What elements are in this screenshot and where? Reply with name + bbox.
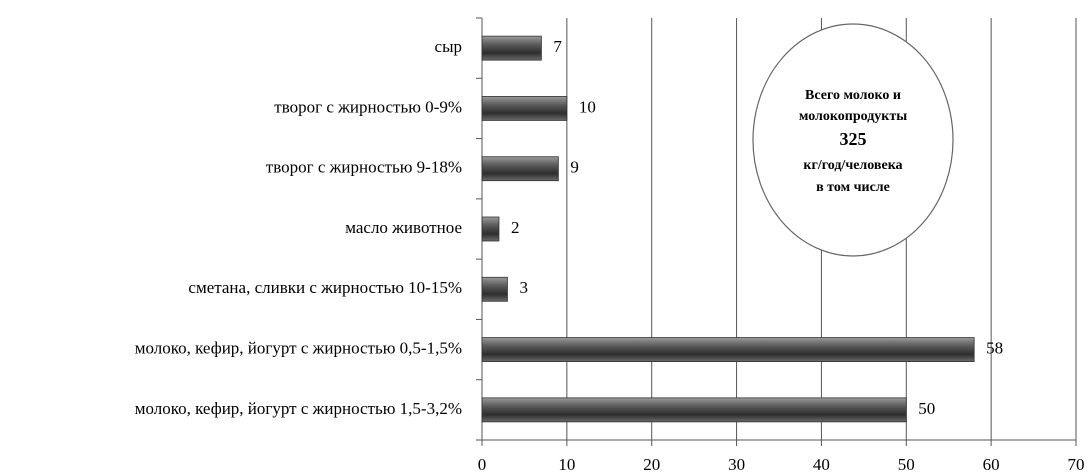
annotation-text: в том числе	[816, 180, 890, 195]
value-label: 58	[986, 338, 1003, 357]
bar	[481, 337, 975, 362]
bar	[481, 156, 559, 182]
annotation-text: кг/год/человека	[803, 158, 902, 173]
value-label: 7	[553, 37, 562, 56]
y-tick-label: сыр	[435, 37, 462, 56]
x-tick-label: 30	[728, 455, 745, 474]
value-label: 50	[918, 399, 935, 418]
value-label: 10	[579, 97, 596, 116]
y-tick-label: творог с жирностью 0-9%	[274, 97, 462, 116]
bar	[481, 96, 568, 121]
y-tick-label: масло животное	[345, 218, 462, 237]
annotation-bubble	[752, 23, 954, 257]
bar	[481, 35, 542, 61]
value-label: 2	[511, 218, 520, 237]
x-tick-label: 10	[558, 455, 575, 474]
x-tick-label: 70	[1068, 455, 1085, 474]
value-label: 3	[519, 278, 528, 297]
y-tick-label: молоко, кефир, йогурт с жирностью 0,5-1,…	[135, 338, 462, 357]
annotation-text: 325	[840, 129, 867, 149]
annotation-text: Всего молоко и	[805, 88, 901, 103]
bar	[481, 397, 907, 423]
y-tick-label: сметана, сливки с жирностью 10-15%	[188, 278, 462, 297]
y-tick-label: творог с жирностью 9-18%	[266, 158, 462, 177]
x-tick-label: 50	[898, 455, 915, 474]
bar	[481, 276, 508, 302]
x-tick-label: 0	[478, 455, 487, 474]
y-tick-label: молоко, кефир, йогурт с жирностью 1,5-3,…	[135, 399, 462, 418]
annotation-text: молокопродукты	[799, 109, 907, 124]
value-label: 9	[570, 158, 579, 177]
x-tick-label: 60	[983, 455, 1000, 474]
bar	[481, 216, 500, 242]
x-tick-label: 40	[813, 455, 830, 474]
x-tick-label: 20	[643, 455, 660, 474]
